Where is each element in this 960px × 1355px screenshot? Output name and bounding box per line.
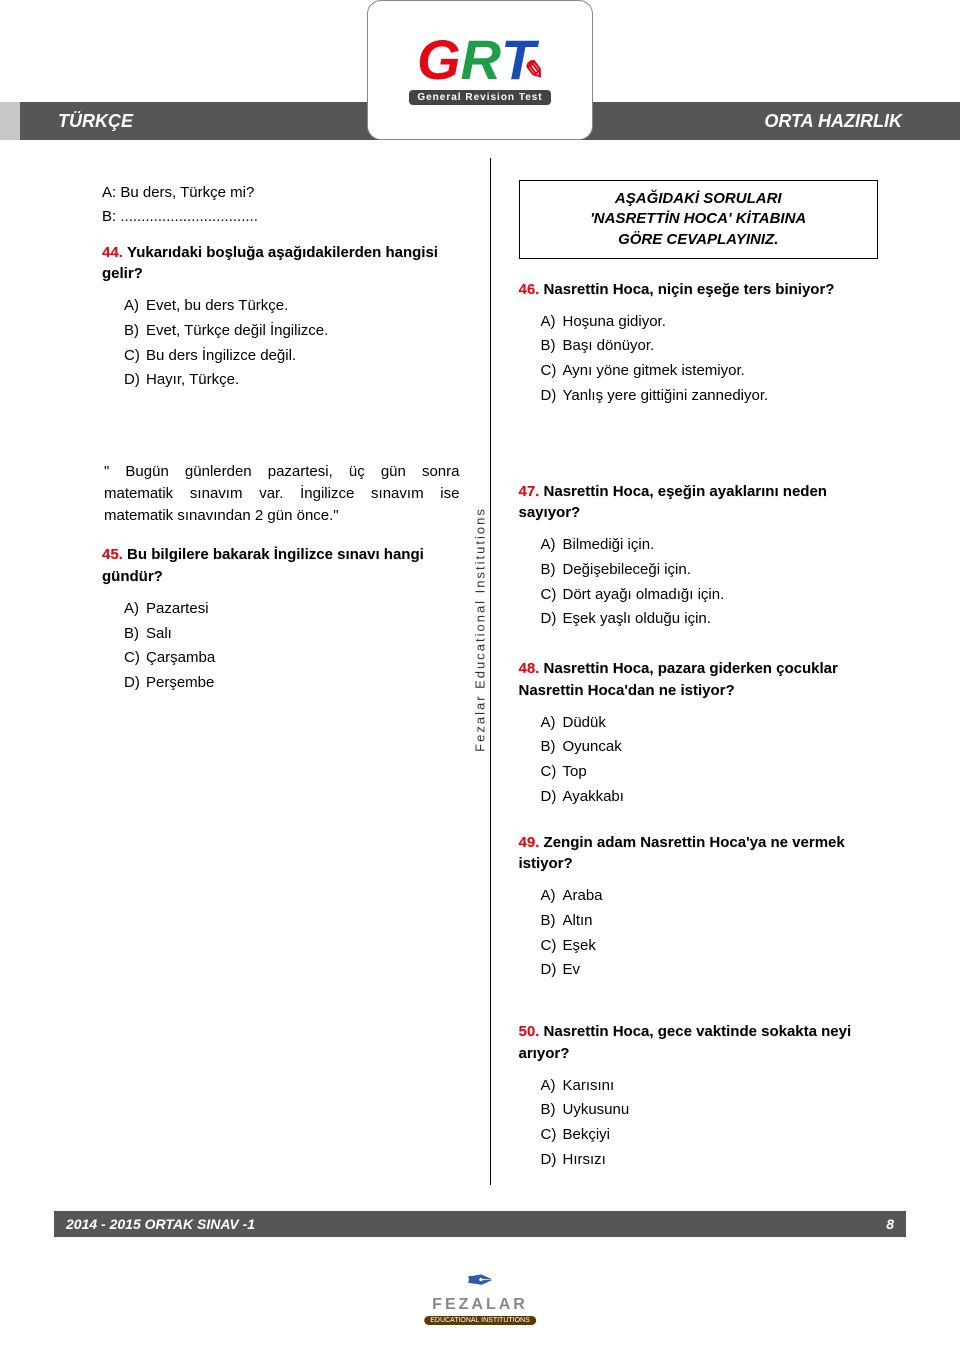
q44-text: Yukarıdaki boşluğa aşağıdakilerden hangi… — [102, 244, 438, 283]
q47-opt-b[interactable]: B)Değişebileceği için. — [541, 559, 879, 581]
q46-opt-c[interactable]: C)Aynı yöne gitmek istemiyor. — [541, 360, 879, 382]
question-48: 48. Nasrettin Hoca, pazara giderken çocu… — [519, 658, 879, 808]
q45-text: Bu bilgilere bakarak İngilizce sınavı ha… — [102, 546, 424, 585]
q50-opt-b[interactable]: B)Uykusunu — [541, 1099, 879, 1121]
header-subject: TÜRKÇE — [58, 111, 133, 132]
dialog-line-b: B: ................................. — [102, 206, 462, 228]
q48-number: 48. — [519, 660, 540, 677]
q44-prompt: 44. Yukarıdaki boşluğa aşağıdakilerden h… — [102, 242, 462, 286]
q45-opt-d[interactable]: D)Perşembe — [124, 672, 462, 694]
q44-options: A)Evet, bu ders Türkçe. B)Evet, Türkçe d… — [102, 295, 462, 391]
question-49: 49. Zengin adam Nasrettin Hoca'ya ne ver… — [519, 832, 879, 982]
q47-number: 47. — [519, 483, 540, 500]
q46-opt-d[interactable]: D)Yanlış yere gittiğini zannediyor. — [541, 385, 879, 407]
footer-exam-title: 2014 - 2015 ORTAK SINAV -1 — [66, 1216, 255, 1232]
q47-options: A)Bilmediği için. B)Değişebileceği için.… — [519, 534, 879, 630]
q46-options: A)Hoşuna gidiyor. B)Başı dönüyor. C)Aynı… — [519, 311, 879, 407]
q44-opt-b[interactable]: B)Evet, Türkçe değil İngilizce. — [124, 320, 462, 342]
q50-opt-a[interactable]: A)Karısını — [541, 1075, 879, 1097]
q49-opt-b[interactable]: B)Altın — [541, 910, 879, 932]
header-edge-decoration — [0, 102, 20, 140]
question-46: 46. Nasrettin Hoca, niçin eşeğe ters bin… — [519, 279, 879, 407]
q49-text: Zengin adam Nasrettin Hoca'ya ne vermek … — [519, 834, 845, 873]
footer-bar: 2014 - 2015 ORTAK SINAV -1 8 — [54, 1211, 906, 1237]
dialog-a-label: A: — [102, 184, 116, 201]
q48-opt-c[interactable]: C)Top — [541, 761, 879, 783]
q50-opt-d[interactable]: D)Hırsızı — [541, 1149, 879, 1171]
q45-opt-b[interactable]: B)Salı — [124, 623, 462, 645]
q46-text: Nasrettin Hoca, niçin eşeğe ters biniyor… — [544, 281, 835, 298]
q50-text: Nasrettin Hoca, gece vaktinde sokakta ne… — [519, 1023, 852, 1062]
q48-options: A)Düdük B)Oyuncak C)Top D)Ayakkabı — [519, 712, 879, 808]
footer-logo: ✒ FEZALAR EDUCATIONAL INSTITUTIONS — [424, 1270, 536, 1325]
q47-text: Nasrettin Hoca, eşeğin ayaklarını neden … — [519, 483, 827, 522]
dialog-b-blank: ................................. — [120, 208, 258, 225]
logo-letter-g: G — [417, 35, 461, 85]
vertical-publisher-label: Fezalar Educational Institutions — [473, 503, 488, 756]
logo-subtitle: General Revision Test — [409, 90, 550, 105]
logo-main: G R T ✎ — [417, 35, 543, 85]
question-47: 47. Nasrettin Hoca, eşeğin ayaklarını ne… — [519, 481, 879, 631]
box-line-3: GÖRE CEVAPLAYINIZ. — [534, 230, 864, 250]
q49-opt-c[interactable]: C)Eşek — [541, 935, 879, 957]
q45-options: A)Pazartesi B)Salı C)Çarşamba D)Perşembe — [102, 598, 462, 694]
q46-opt-a[interactable]: A)Hoşuna gidiyor. — [541, 311, 879, 333]
q47-opt-d[interactable]: D)Eşek yaşlı olduğu için. — [541, 608, 879, 630]
box-line-2: 'NASRETTİN HOCA' KİTABINA — [534, 209, 864, 229]
logo-letter-r: R — [461, 35, 501, 85]
q47-prompt: 47. Nasrettin Hoca, eşeğin ayaklarını ne… — [519, 481, 879, 525]
q45-passage: " Bugün günlerden pazartesi, üç gün sonr… — [102, 461, 462, 526]
q45-opt-c[interactable]: C)Çarşamba — [124, 647, 462, 669]
q49-options: A)Araba B)Altın C)Eşek D)Ev — [519, 885, 879, 981]
q49-opt-a[interactable]: A)Araba — [541, 885, 879, 907]
q48-prompt: 48. Nasrettin Hoca, pazara giderken çocu… — [519, 658, 879, 702]
logo-box: G R T ✎ General Revision Test — [367, 0, 593, 140]
header-level: ORTA HAZIRLIK — [764, 111, 902, 132]
q49-prompt: 49. Zengin adam Nasrettin Hoca'ya ne ver… — [519, 832, 879, 876]
footer-page-number: 8 — [886, 1216, 894, 1232]
dialog-a-text: Bu ders, Türkçe mi? — [120, 184, 254, 201]
q49-number: 49. — [519, 834, 540, 851]
q44-opt-d[interactable]: D)Hayır, Türkçe. — [124, 369, 462, 391]
question-45: 45. Bu bilgilere bakarak İngilizce sınav… — [102, 544, 462, 694]
footer-flame-icon: ✒ — [424, 1270, 536, 1294]
right-column: AŞAĞIDAKİ SORULARI 'NASRETTİN HOCA' KİTA… — [491, 162, 901, 1185]
box-line-1: AŞAĞIDAKİ SORULARI — [534, 189, 864, 209]
q46-opt-b[interactable]: B)Başı dönüyor. — [541, 335, 879, 357]
q47-opt-a[interactable]: A)Bilmediği için. — [541, 534, 879, 556]
dialog-b-label: B: — [102, 208, 116, 225]
question-50: 50. Nasrettin Hoca, gece vaktinde sokakt… — [519, 1021, 879, 1171]
q48-opt-b[interactable]: B)Oyuncak — [541, 736, 879, 758]
q44-number: 44. — [102, 244, 123, 261]
footer-brand: FEZALAR — [424, 1296, 536, 1314]
q46-number: 46. — [519, 281, 540, 298]
q50-options: A)Karısını B)Uykusunu C)Bekçiyi D)Hırsız… — [519, 1075, 879, 1171]
question-44: 44. Yukarıdaki boşluğa aşağıdakilerden h… — [102, 242, 462, 392]
q50-prompt: 50. Nasrettin Hoca, gece vaktinde sokakt… — [519, 1021, 879, 1065]
footer-brand-sub: EDUCATIONAL INSTITUTIONS — [424, 1316, 536, 1325]
q49-opt-d[interactable]: D)Ev — [541, 959, 879, 981]
q48-opt-d[interactable]: D)Ayakkabı — [541, 786, 879, 808]
q50-opt-c[interactable]: C)Bekçiyi — [541, 1124, 879, 1146]
q44-opt-c[interactable]: C)Bu ders İngilizce değil. — [124, 345, 462, 367]
q45-opt-a[interactable]: A)Pazartesi — [124, 598, 462, 620]
q50-number: 50. — [519, 1023, 540, 1040]
dialog-line-a: A: Bu ders, Türkçe mi? — [102, 182, 462, 204]
instruction-box: AŞAĞIDAKİ SORULARI 'NASRETTİN HOCA' KİTA… — [519, 180, 879, 259]
q48-opt-a[interactable]: A)Düdük — [541, 712, 879, 734]
q45-number: 45. — [102, 546, 123, 563]
q46-prompt: 46. Nasrettin Hoca, niçin eşeğe ters bin… — [519, 279, 879, 301]
q48-text: Nasrettin Hoca, pazara giderken çocuklar… — [519, 660, 838, 699]
spacer — [519, 425, 879, 481]
content-area: A: Bu ders, Türkçe mi? B: ..............… — [60, 162, 900, 1185]
left-column: A: Bu ders, Türkçe mi? B: ..............… — [60, 162, 490, 1185]
q44-opt-a[interactable]: A)Evet, bu ders Türkçe. — [124, 295, 462, 317]
q45-prompt: 45. Bu bilgilere bakarak İngilizce sınav… — [102, 544, 462, 588]
q47-opt-c[interactable]: C)Dört ayağı olmadığı için. — [541, 584, 879, 606]
pencil-icon: ✎ — [521, 59, 543, 82]
